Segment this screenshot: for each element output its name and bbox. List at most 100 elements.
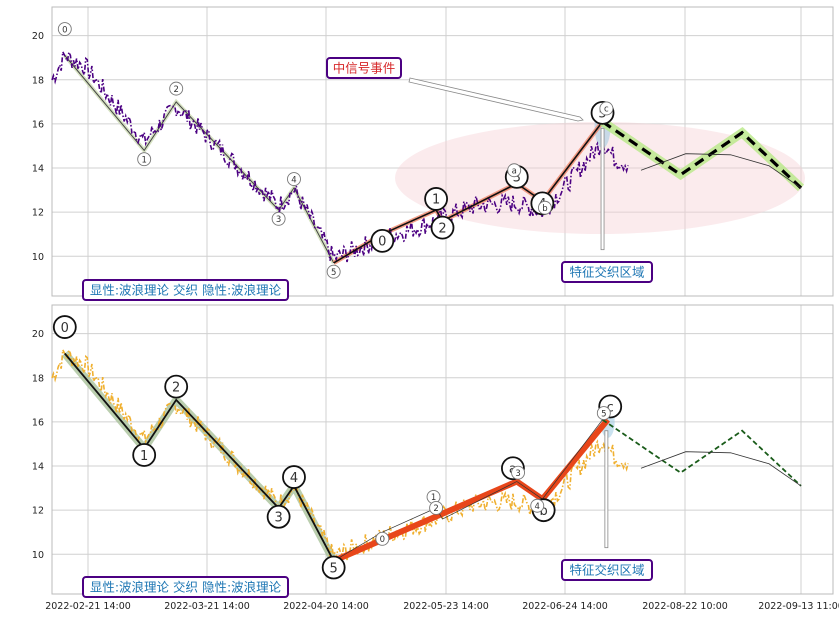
wave-label-marker	[596, 406, 611, 421]
forecast-arc	[640, 451, 802, 487]
wave-primary-line	[64, 352, 335, 562]
bottom-panel: 101214161820012345012a3b4c5特征交织区域显性:波浪理论…	[32, 304, 834, 598]
annotation-frame	[326, 57, 402, 79]
annotation-text: 特征交织区域	[569, 563, 644, 578]
x-tick-label: 2022-02-21 14:00	[45, 601, 131, 612]
grid	[52, 305, 833, 594]
wave-label-text: b	[542, 204, 547, 214]
wave-label-3: 3	[271, 211, 286, 226]
annotation-pointer	[604, 430, 609, 549]
wave-label-text: 1	[431, 493, 436, 503]
wave-label-marker	[266, 504, 291, 529]
wave-label-marker	[370, 228, 395, 253]
wave-label-0: 0	[370, 228, 395, 253]
y-tick-label: 16	[32, 417, 44, 428]
annotation-text: 中信号事件	[333, 61, 396, 76]
wave-label-text: 1	[432, 193, 440, 208]
wave-label-0: 0	[375, 531, 390, 546]
y-tick-label: 18	[32, 75, 44, 86]
top-panel: 1012141618200123450123a4b5c中信号事件特征交织区域显性…	[32, 6, 834, 301]
wave-label-a: a	[507, 163, 522, 178]
wave-label-text: 4	[291, 175, 296, 185]
wave-primary-halo	[61, 350, 338, 563]
highlight-region	[395, 122, 805, 234]
wave-label-5: 5	[326, 264, 341, 279]
y-tick-label: 10	[32, 252, 44, 263]
wave-label-5: 5	[596, 406, 611, 421]
wave-label-b: b	[537, 200, 552, 215]
y-tick-label: 20	[32, 31, 44, 42]
wave-label-text: 5	[331, 268, 336, 278]
panel-frame	[51, 6, 834, 297]
wave-label-1: 1	[424, 187, 448, 211]
wave-label-text: 4	[535, 502, 540, 512]
wave-label-text: 2	[433, 504, 438, 514]
y-tick-label: 18	[32, 373, 44, 384]
x-tick-label: 2022-08-22 10:00	[642, 601, 728, 612]
legend-text: 显性:波浪理论 交织 隐性:波浪理论	[90, 283, 282, 298]
wave-label-1: 1	[132, 443, 157, 467]
wave-label-marker	[282, 465, 306, 489]
annotation-text: 特征交织区域	[569, 265, 644, 280]
wave-label-5: 5	[321, 555, 346, 580]
legend-box: 显性:波浪理论 交织 隐性:波浪理论	[82, 576, 289, 598]
forecast-line	[601, 120, 803, 190]
wave-label-marker	[511, 465, 525, 480]
x-tick-label: 2022-09-13 11:00	[758, 601, 839, 612]
wave-label-text: 2	[172, 380, 180, 395]
y-tick-label: 20	[32, 329, 44, 340]
wave-label-marker	[375, 531, 390, 546]
annotation-box: 中信号事件	[326, 57, 402, 79]
wave-label-c: c	[599, 101, 614, 116]
wave-label-marker	[287, 172, 301, 187]
wave-label-3: 3	[266, 504, 291, 529]
wave-label-3: 3	[511, 465, 525, 480]
y-tick-label: 16	[32, 119, 44, 130]
price-series	[51, 49, 629, 263]
wave-label-1: 1	[137, 152, 152, 167]
y-tick-label: 12	[32, 208, 44, 219]
wave-primary-halo	[63, 54, 336, 264]
wave-label-marker	[132, 443, 157, 467]
legend-text: 显性:波浪理论 交织 隐性:波浪理论	[90, 580, 282, 595]
wave-label-text: 4	[290, 471, 298, 486]
annotation-box: 特征交织区域	[561, 261, 653, 283]
wave-label-4: 4	[287, 172, 301, 187]
y-tick-label: 10	[32, 550, 44, 561]
wave-primary-line	[64, 55, 335, 264]
panel-frame	[51, 304, 834, 595]
wave-label-marker	[52, 315, 77, 339]
signal-arrow	[408, 77, 584, 122]
legend-frame	[82, 576, 289, 598]
wave-label-marker	[326, 264, 341, 279]
wave-label-text: 3	[276, 215, 281, 225]
legend-box: 显性:波浪理论 交织 隐性:波浪理论	[82, 279, 289, 301]
wave-label-text: 2	[438, 221, 446, 236]
wave-label-text: 5	[330, 561, 338, 576]
wave-label-text: 2	[173, 85, 178, 95]
wave-label-text: 3	[513, 171, 521, 186]
grid	[52, 7, 833, 296]
wave-label-text: 0	[61, 321, 69, 336]
y-tick-label: 14	[32, 164, 44, 175]
wave-label-text: 3	[274, 511, 282, 526]
legend-frame	[82, 279, 289, 301]
wave-label-marker	[321, 555, 346, 580]
x-tick-label: 2022-03-21 14:00	[164, 601, 250, 612]
forecast-arc	[640, 153, 802, 189]
wave-label-2: 2	[169, 81, 184, 96]
wave-label-marker	[429, 501, 444, 515]
x-tick-label: 2022-06-24 14:00	[522, 601, 608, 612]
wave-label-text: 0	[380, 535, 385, 545]
wave-label-marker	[530, 498, 545, 513]
wave-label-text: c	[607, 400, 614, 415]
wave-label-text: c	[604, 105, 609, 115]
annotation-frame	[561, 559, 653, 581]
wave-label-text: 1	[140, 449, 148, 464]
y-tick-label: 14	[32, 462, 44, 473]
wave-label-0: 0	[52, 315, 77, 339]
wave-label-marker	[57, 22, 72, 37]
wave-label-marker	[507, 163, 522, 178]
x-tick-label: 2022-05-23 14:00	[403, 601, 489, 612]
